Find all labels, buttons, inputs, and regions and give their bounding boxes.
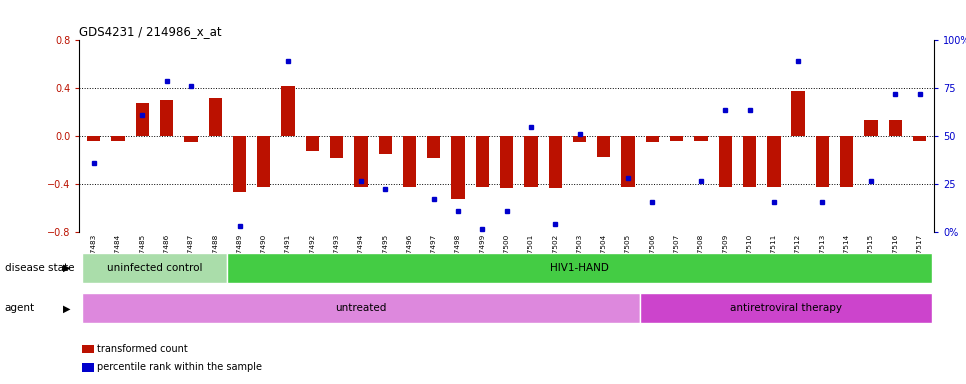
Bar — [379, 136, 392, 154]
Bar — [82, 293, 640, 323]
Text: uninfected control: uninfected control — [107, 263, 202, 273]
Text: ▶: ▶ — [63, 303, 71, 313]
Bar — [403, 136, 416, 187]
Bar — [889, 119, 902, 136]
Bar — [111, 136, 125, 141]
Bar — [645, 136, 659, 142]
Bar — [87, 136, 100, 141]
Bar — [257, 136, 270, 187]
Bar — [305, 136, 319, 151]
Bar — [767, 136, 781, 187]
Text: transformed count: transformed count — [97, 344, 187, 354]
Text: GDS4231 / 214986_x_at: GDS4231 / 214986_x_at — [79, 25, 222, 38]
Bar — [640, 293, 931, 323]
Bar — [500, 136, 513, 188]
Text: percentile rank within the sample: percentile rank within the sample — [97, 362, 262, 372]
Bar — [135, 103, 149, 136]
Bar — [82, 253, 227, 283]
Bar — [743, 136, 756, 187]
Bar — [233, 136, 246, 192]
Bar — [525, 136, 538, 187]
Text: HIV1-HAND: HIV1-HAND — [550, 263, 609, 273]
Bar — [695, 136, 708, 141]
Bar — [227, 253, 931, 283]
Bar — [355, 136, 368, 187]
Text: ▶: ▶ — [63, 263, 71, 273]
Text: untreated: untreated — [335, 303, 386, 313]
Text: agent: agent — [5, 303, 35, 313]
Bar — [791, 91, 805, 136]
Bar — [670, 136, 683, 141]
Bar — [160, 100, 173, 136]
Bar — [281, 86, 295, 136]
Bar — [865, 119, 878, 136]
Bar — [209, 98, 222, 136]
Bar — [475, 136, 489, 187]
Bar — [719, 136, 732, 187]
Bar — [549, 136, 562, 188]
Bar — [185, 136, 198, 142]
Text: disease state: disease state — [5, 263, 74, 273]
Bar — [573, 136, 586, 142]
Bar — [330, 136, 343, 158]
Bar — [913, 136, 926, 141]
Bar — [815, 136, 829, 187]
Bar — [840, 136, 853, 187]
Bar — [427, 136, 440, 158]
Bar — [597, 136, 611, 157]
Bar — [621, 136, 635, 187]
Text: antiretroviral therapy: antiretroviral therapy — [730, 303, 842, 313]
Bar — [451, 136, 465, 199]
